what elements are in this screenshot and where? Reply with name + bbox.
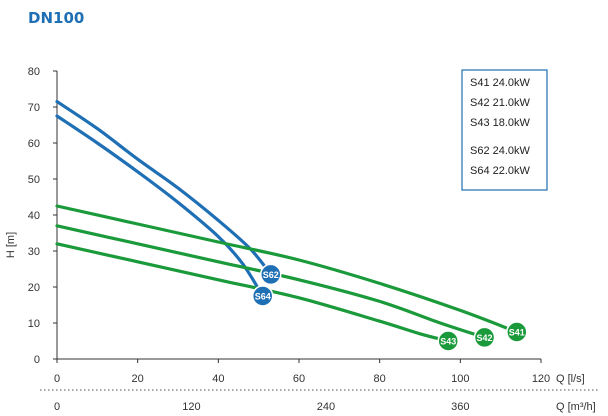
marker-label: S43 bbox=[440, 337, 456, 347]
y-tick-label: 70 bbox=[28, 102, 40, 114]
y-tick-label: 20 bbox=[28, 282, 40, 294]
x-tick-label: 20 bbox=[132, 373, 144, 385]
y-tick-label: 0 bbox=[34, 354, 40, 366]
x-axis-title: Q [l/s] bbox=[556, 373, 585, 385]
marker-s62: S62 bbox=[260, 263, 282, 286]
curves bbox=[55, 100, 519, 343]
marker-label: S42 bbox=[477, 333, 493, 343]
legend-entry: S41 24.0kW bbox=[470, 77, 531, 89]
y-tick-label: 60 bbox=[28, 138, 40, 150]
curve-s41 bbox=[55, 204, 519, 334]
x2-tick-label: 120 bbox=[182, 401, 200, 413]
marker-label: S41 bbox=[509, 328, 525, 338]
curve-markers: S62 S64 S41 S42 S43 bbox=[251, 263, 528, 352]
legend: S41 24.0kW S42 21.0kW S43 18.0kW S62 24.0kW… bbox=[461, 69, 548, 191]
x2-axis-title: Q [m³/h] bbox=[556, 401, 596, 413]
x2-tick-label: 240 bbox=[317, 401, 335, 413]
marker-label: S62 bbox=[263, 270, 279, 280]
x-tick-label: 40 bbox=[212, 373, 224, 385]
marker-label: S64 bbox=[255, 292, 271, 302]
curve-s64 bbox=[55, 114, 265, 298]
marker-circle bbox=[251, 285, 274, 307]
x-tick-label: 100 bbox=[451, 373, 469, 385]
legend-entry: S62 24.0kW bbox=[470, 145, 531, 157]
y-tick-label: 40 bbox=[28, 210, 40, 222]
legend-entry: S43 18.0kW bbox=[470, 117, 531, 129]
x-tick-label: 80 bbox=[374, 373, 386, 385]
marker-s43: S43 bbox=[437, 330, 459, 352]
legend-entry: S42 21.0kW bbox=[470, 97, 531, 109]
curve-s43 bbox=[55, 242, 450, 343]
y-tick-label: 10 bbox=[28, 318, 40, 330]
x2-tick-label: 360 bbox=[451, 401, 469, 413]
marker-circle bbox=[437, 330, 459, 352]
curve-s42 bbox=[55, 224, 487, 339]
x-tick-label: 120 bbox=[532, 373, 550, 385]
x2-tick-label: 0 bbox=[54, 401, 60, 413]
legend-entry: S64 22.0kW bbox=[470, 165, 531, 177]
y-tick-label: 30 bbox=[28, 246, 40, 258]
marker-s41: S41 bbox=[506, 321, 528, 343]
marker-s64: S64 bbox=[251, 285, 274, 307]
chart-title: DN100 bbox=[28, 9, 84, 27]
y-tick-label: 80 bbox=[28, 66, 40, 78]
y-tick-label: 50 bbox=[28, 174, 40, 186]
y-axis-title: H [m] bbox=[5, 232, 17, 258]
marker-circle bbox=[473, 326, 496, 349]
marker-circle bbox=[260, 263, 282, 286]
axes: 0 10 20 30 40 50 60 70 80 0 20 40 60 80 100 120 Q [l/s] H… bbox=[5, 66, 598, 413]
legend-box bbox=[461, 69, 548, 191]
marker-s42: S42 bbox=[473, 326, 496, 349]
x-tick-label: 0 bbox=[54, 373, 60, 385]
marker-circle bbox=[506, 321, 528, 343]
x-tick-label: 60 bbox=[293, 373, 305, 385]
